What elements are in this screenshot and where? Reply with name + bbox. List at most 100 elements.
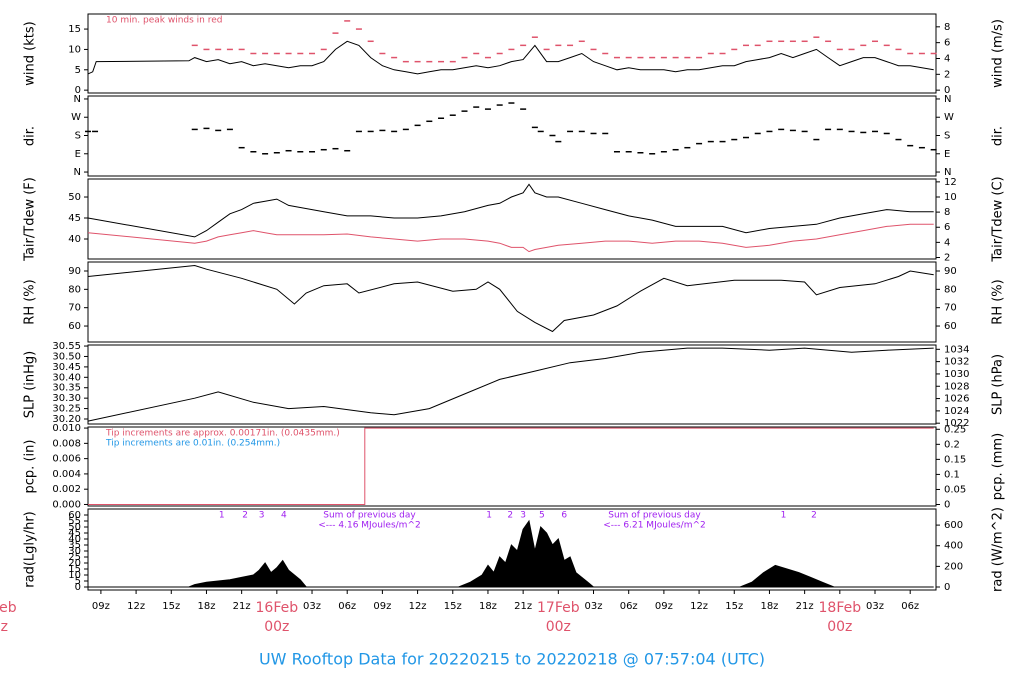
radiation-sum: Sum of previous day [608, 511, 701, 521]
y-axis-label: Tair/Tdew (F) [23, 177, 38, 262]
y-tick-label: 5 [75, 65, 81, 76]
line [88, 427, 934, 505]
y-tick-label: 40 [68, 534, 81, 545]
day-time-label: 00z [264, 619, 289, 635]
x-tick-label: 03z [303, 601, 321, 612]
y-tick-label: 45 [68, 528, 81, 539]
sun-mark: 2 [811, 511, 817, 521]
y-tick-label: 0 [75, 582, 81, 593]
y2-tick-label: N [944, 167, 951, 178]
panel-frame [87, 344, 937, 425]
y2-tick-label: N [944, 94, 951, 105]
y-tick-label: 0.008 [52, 438, 81, 449]
y2-tick-label: 8 [944, 22, 950, 33]
y2-axis-label: pcp. (mm) [991, 433, 1006, 500]
x-tick-label: 06z [901, 601, 919, 612]
y-tick-label: 0.002 [52, 484, 81, 495]
y2-tick-label: 0.25 [944, 424, 966, 435]
day-time-label: 00z [546, 619, 571, 635]
panel-frame [87, 178, 937, 260]
y-tick-label: 60 [68, 510, 81, 521]
y-tick-label: 25 [68, 552, 81, 563]
y-tick-label: 60 [68, 321, 81, 332]
line [87, 40, 934, 75]
y2-tick-label: 6 [944, 38, 950, 49]
y-tick-label: 0 [75, 85, 81, 96]
y2-tick-label: 6 [944, 222, 950, 233]
day-label: 15Feb [0, 600, 17, 616]
y2-tick-label: 0.15 [944, 454, 966, 465]
y2-axis-label: RH (%) [991, 279, 1006, 324]
y2-tick-label: E [944, 149, 950, 160]
y2-tick-label: 12 [944, 177, 957, 188]
line [87, 223, 934, 253]
x-tick-label: 15z [725, 601, 743, 612]
annotation: 10 min. peak winds in red [106, 16, 223, 26]
x-tick-label: 18z [197, 601, 215, 612]
y-tick-label: 30.45 [52, 362, 81, 373]
y2-tick-label: 8 [944, 207, 950, 218]
area [88, 519, 934, 588]
y-tick-label: 80 [68, 284, 81, 295]
y-tick-label: 0.006 [52, 454, 81, 465]
y2-tick-label: 0 [944, 499, 950, 510]
panel-frame [87, 13, 937, 94]
y-tick-label: 30.50 [52, 351, 81, 362]
y2-tick-label: 0 [944, 85, 950, 96]
y-tick-label: 45 [68, 213, 81, 224]
y2-tick-label: 4 [944, 237, 950, 248]
panel-frame [87, 426, 937, 507]
day-label: 16Feb [256, 600, 299, 616]
radiation-sum: <--- 6.21 MJoules/m^2 [603, 521, 705, 531]
sun-mark: 2 [242, 511, 248, 521]
y-tick-label: N [74, 94, 81, 105]
y2-tick-label: 1026 [944, 394, 969, 405]
sun-mark: 1 [781, 511, 787, 521]
y2-tick-label: 0.05 [944, 484, 966, 495]
y-axis-label: rad(Lgly/hr) [23, 511, 38, 587]
annotation: Tip increments are 0.01in. (0.254mm.) [105, 439, 280, 449]
y2-tick-label: 0.1 [944, 469, 960, 480]
y2-tick-label: 60 [944, 321, 957, 332]
x-tick-label: 21z [796, 601, 814, 612]
y-tick-label: 30.40 [52, 372, 81, 383]
y-tick-label: S [75, 131, 81, 142]
y-tick-label: 30.20 [52, 414, 81, 425]
y-tick-label: E [75, 149, 81, 160]
sun-mark: 6 [561, 511, 567, 521]
y-tick-label: 70 [68, 303, 81, 314]
y-tick-label: 50 [68, 192, 81, 203]
x-tick-label: 12z [690, 601, 708, 612]
y-tick-label: 0.010 [52, 423, 81, 434]
y-tick-label: 30.30 [52, 393, 81, 404]
y-axis-label: wind (kts) [23, 21, 38, 85]
day-label: 18Feb [819, 600, 862, 616]
y-tick-label: 30.25 [52, 404, 81, 415]
x-tick-label: 09z [373, 601, 391, 612]
x-tick-label: 21z [233, 601, 251, 612]
x-tick-label: 15z [162, 601, 180, 612]
panel-frame [87, 508, 937, 591]
y2-tick-label: 2 [944, 252, 950, 263]
line [87, 264, 934, 333]
y2-tick-label: W [944, 112, 954, 123]
y-tick-label: 15 [68, 564, 81, 575]
y2-tick-label: 400 [944, 541, 963, 552]
y-tick-label: 0.004 [52, 469, 81, 480]
y-tick-label: W [71, 112, 81, 123]
y-tick-label: N [74, 167, 81, 178]
y-axis-label: SLP (inHg) [23, 351, 38, 419]
x-tick-label: 03z [585, 601, 603, 612]
y2-tick-label: 90 [944, 266, 957, 277]
y-tick-label: 5 [75, 576, 81, 587]
sun-mark: 1 [486, 511, 492, 521]
y2-tick-label: 10 [944, 192, 957, 203]
x-tick-label: 12z [127, 601, 145, 612]
day-time-label: 00z [0, 619, 8, 635]
y2-axis-label: SLP (hPa) [991, 354, 1006, 415]
y-tick-label: 50 [68, 522, 81, 533]
x-tick-label: 21z [514, 601, 532, 612]
x-tick-label: 18z [479, 601, 497, 612]
radiation-sum: Sum of previous day [323, 511, 416, 521]
